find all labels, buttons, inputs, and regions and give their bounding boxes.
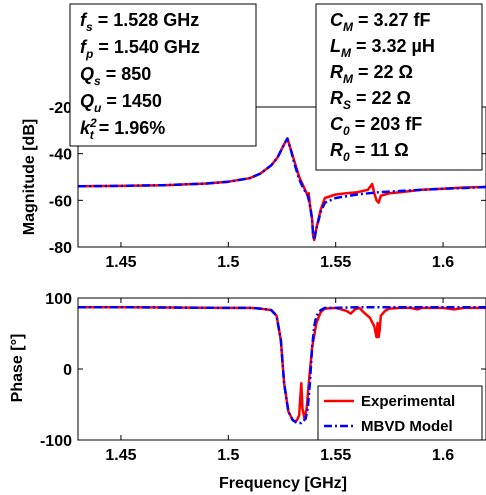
- magnitude-axes-frame: [77, 106, 486, 248]
- parameters-box-left: fs = 1.528 GHz fp = 1.540 GHz Qs = 850 Qu =…: [69, 3, 257, 147]
- phase-series-group: [78, 305, 486, 425]
- phase-ylabel: Phase [°]: [9, 334, 26, 403]
- phase-ytick-label: 0: [63, 362, 72, 379]
- magnitude-xtick-label: 1.55: [320, 254, 351, 271]
- param-right-line: LM = 3.32 µH: [330, 36, 435, 60]
- phase-xlabel: Frequency [GHz]: [219, 475, 347, 492]
- param-right-line: C0 = 203 fF: [330, 114, 422, 138]
- magnitude-xtick-label: 1.5: [217, 254, 239, 271]
- magnitude-series-mbvd-model-line: [78, 137, 486, 242]
- phase-xtick-label: 1.5: [217, 447, 239, 464]
- phase-series-mbvd-model-line: [78, 305, 486, 425]
- magnitude-ytick-label: -20: [49, 100, 72, 117]
- magnitude-ytick-label: -80: [49, 240, 72, 257]
- phase-xtick-label: 1.45: [105, 447, 136, 464]
- magnitude-ylabel: Magnitude [dB]: [21, 119, 38, 235]
- magnitude-ytick-label: -60: [49, 193, 72, 210]
- magnitude-ticks: 1.45 1.5 1.55 1.6 -20 -40 -60 -80: [49, 100, 486, 271]
- magnitude-series-group: [78, 137, 486, 242]
- param-right-line: CM = 3.27 fF: [330, 10, 431, 34]
- phase-ticks: 1.45 1.5 1.55 1.6 100 0 -100: [40, 291, 486, 464]
- phase-xtick-label: 1.55: [320, 447, 351, 464]
- phase-ytick-label: 100: [45, 291, 72, 308]
- param-right-line: R0 = 11 Ω: [330, 140, 409, 164]
- phase-ytick-label: -100: [40, 433, 72, 450]
- param-left-line: k2 t = 1.96%: [80, 116, 165, 142]
- legend-label-experimental: Experimental: [361, 393, 455, 410]
- legend: Experimental MBVD Model: [317, 385, 483, 441]
- param-left-line: fs = 1.528 GHz: [80, 10, 199, 34]
- legend-label-mbvd: MBVD Model: [361, 418, 453, 435]
- magnitude-xtick-label: 1.6: [432, 254, 454, 271]
- param-left-line: fp = 1.540 GHz: [80, 37, 200, 61]
- param-left-line: Qu = 1450: [80, 91, 162, 115]
- magnitude-xtick-label: 1.45: [105, 254, 136, 271]
- magnitude-ytick-label: -40: [49, 147, 72, 164]
- phase-xtick-label: 1.6: [432, 447, 454, 464]
- param-right-line: RS = 22 Ω: [330, 88, 411, 112]
- param-left-line: Qs = 850: [80, 64, 151, 88]
- param-right-line: RM = 22 Ω: [330, 62, 413, 86]
